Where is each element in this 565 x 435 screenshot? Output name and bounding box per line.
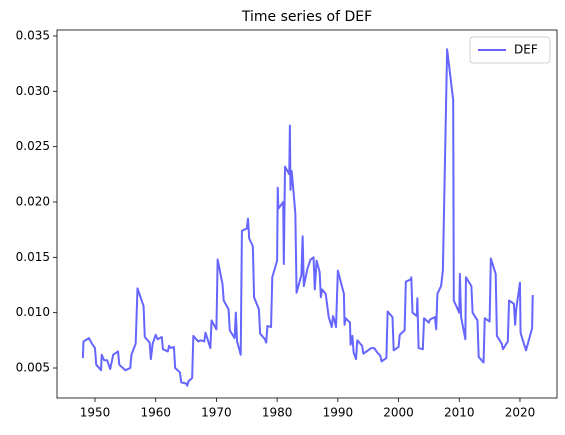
y-tick-label: 0.010 bbox=[16, 305, 50, 319]
y-tick-label: 0.035 bbox=[16, 28, 50, 42]
y-tick-label: 0.020 bbox=[16, 194, 50, 208]
x-tick-label: 2020 bbox=[505, 406, 536, 420]
x-tick-label: 1990 bbox=[323, 406, 354, 420]
y-tick-label: 0.030 bbox=[16, 84, 50, 98]
x-tick-label: 2010 bbox=[444, 406, 475, 420]
x-tick-label: 1970 bbox=[201, 406, 232, 420]
line bbox=[81, 48, 534, 387]
legend-box bbox=[469, 36, 551, 64]
chart-title: Time series of DEF bbox=[241, 9, 372, 25]
y-tick-label: 0.025 bbox=[16, 139, 50, 153]
x-tick-label: 1950 bbox=[80, 406, 111, 420]
plot-frame bbox=[56, 29, 558, 399]
x-tick-label: 1980 bbox=[262, 406, 293, 420]
y-tick-label: 0.005 bbox=[16, 361, 50, 375]
legend-label: DEF bbox=[514, 43, 538, 57]
y-tick-label: 0.015 bbox=[16, 250, 50, 264]
x-tick-label: 1960 bbox=[140, 406, 171, 420]
x-tick-label: 2000 bbox=[383, 406, 414, 420]
